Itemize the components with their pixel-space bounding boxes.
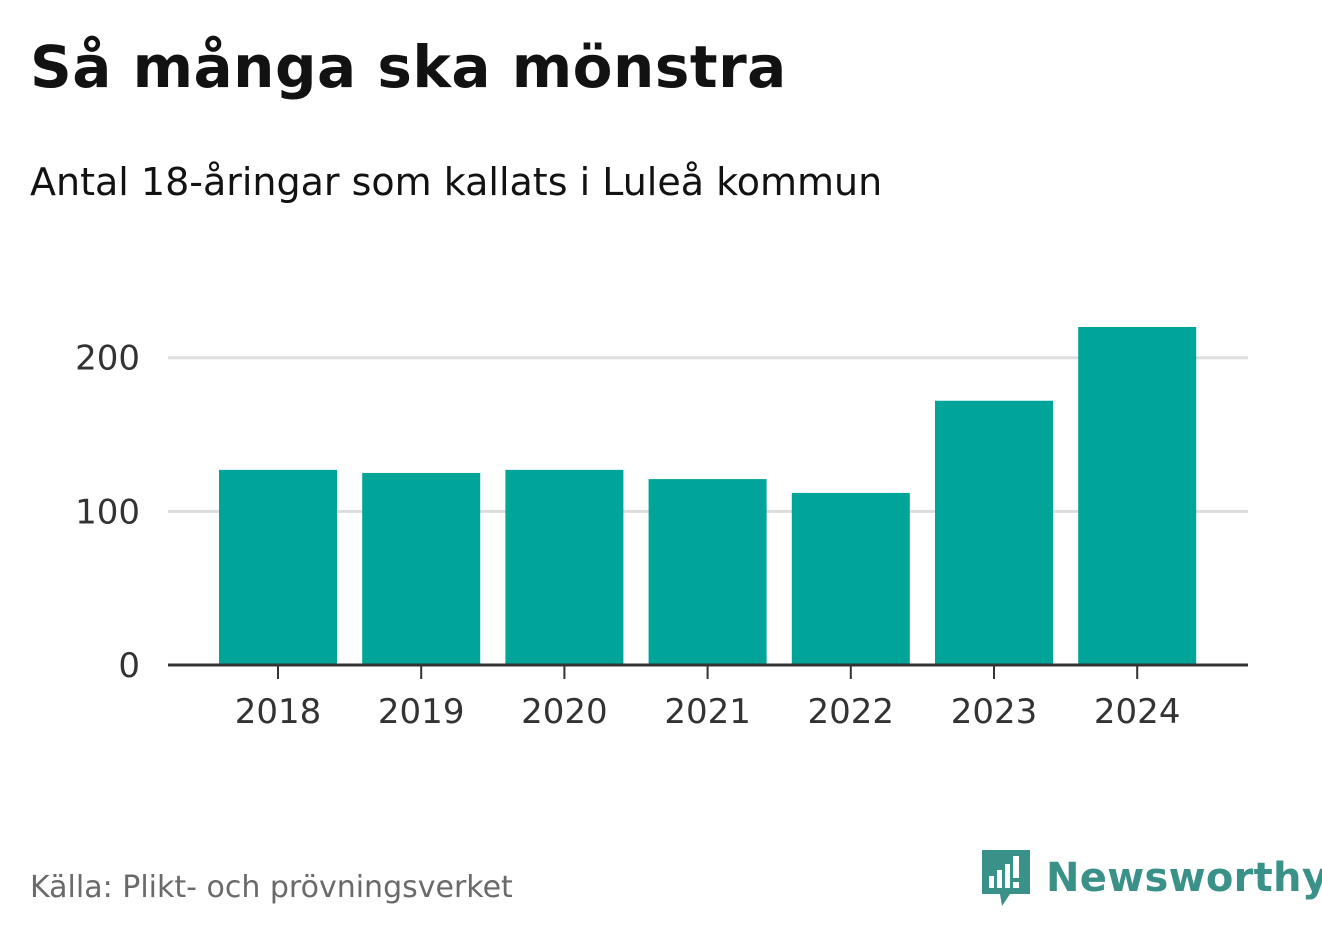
source-note: Källa: Plikt- och prövningsverket — [30, 870, 513, 905]
x-tick-label-2024: 2024 — [1094, 692, 1181, 732]
bar-2020 — [505, 469, 624, 665]
bar-2023 — [935, 400, 1053, 665]
bar-2018 — [219, 469, 337, 665]
bar-2021 — [648, 479, 767, 665]
bar-chart: 0 100 200 2018 2019 2020 2021 2022 2023 2024 — [75, 327, 1248, 732]
bar-2022 — [791, 492, 910, 665]
chart-subtitle: Antal 18-åringar som kallats i Luleå kom… — [30, 160, 883, 204]
x-tick-label-2019: 2019 — [378, 692, 465, 732]
bar-2019 — [362, 472, 481, 665]
chart-title: Så många ska mönstra — [30, 33, 787, 101]
x-tick-label-2018: 2018 — [235, 692, 322, 732]
brand-logo: Newsworthy — [980, 848, 1322, 908]
y-tick-label-0: 0 — [118, 646, 140, 686]
newsworthy-logo-icon — [982, 850, 1030, 906]
x-tick-label-2021: 2021 — [664, 692, 751, 732]
x-tick-label-2022: 2022 — [808, 692, 895, 732]
x-tick-label-2023: 2023 — [951, 692, 1038, 732]
y-tick-label-100: 100 — [75, 492, 140, 532]
x-tick-label-2020: 2020 — [521, 692, 608, 732]
brand-name: Newsworthy — [1046, 855, 1322, 901]
bar-2024 — [1078, 327, 1197, 665]
y-tick-label-200: 200 — [75, 339, 140, 379]
